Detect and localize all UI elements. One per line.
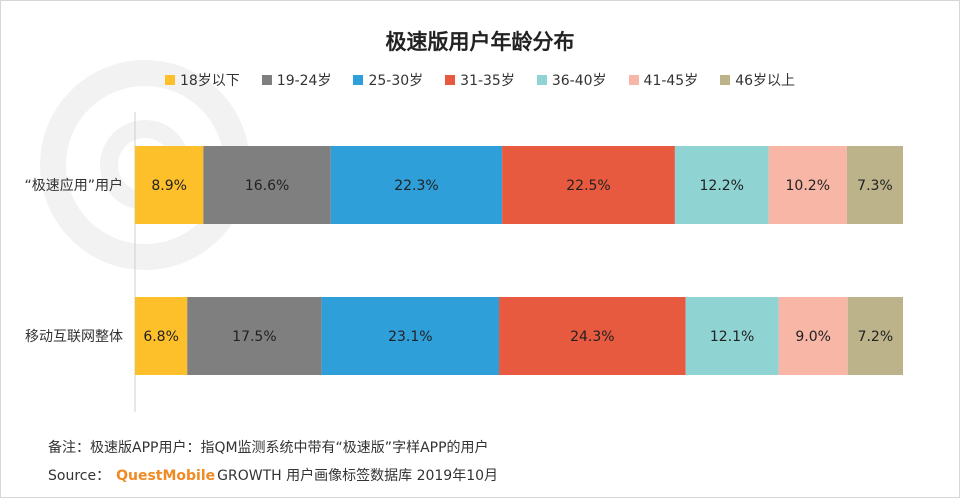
legend-swatch: [536, 75, 547, 85]
source-label: Source：: [48, 468, 111, 484]
legend-label: 18岁以下: [179, 73, 240, 89]
source-line: Source： QuestMobile GROWTH 用户画像标签数据库 201…: [48, 465, 498, 485]
data-label: 7.2%: [858, 329, 894, 345]
bar-segment: [135, 146, 204, 224]
legend-label: 46岁以上: [735, 73, 796, 89]
bar-segment: [502, 146, 675, 224]
legend-label: 36-40岁: [551, 73, 607, 89]
data-label: 9.0%: [795, 329, 831, 345]
legend-swatch: [628, 75, 639, 85]
legend-swatch: [164, 75, 175, 85]
data-label: 7.3%: [857, 178, 893, 194]
footnote: 备注：极速版APP用户：指QM监测系统中带有“极速版”字样APP的用户: [48, 440, 489, 456]
chart-title: 极速版用户年龄分布: [385, 30, 575, 54]
data-label: 17.5%: [232, 329, 276, 345]
legend-label: 25-30岁: [368, 73, 424, 89]
legend-label: 19-24岁: [276, 73, 332, 89]
legend-item: 19-24岁: [261, 70, 332, 90]
data-label: 22.3%: [394, 178, 438, 194]
bar-segment: [330, 146, 503, 224]
source-brand: QuestMobile: [116, 468, 216, 484]
bar-segment: [768, 146, 847, 224]
bar-segment: [203, 146, 331, 224]
legend-label: 41-45岁: [643, 73, 699, 89]
legend-swatch: [353, 75, 364, 85]
category-label: “极速应用”用户: [24, 177, 123, 194]
data-label: 24.3%: [570, 329, 614, 345]
legend-item: 31-35岁: [445, 70, 515, 90]
legend-item: 36-40岁: [536, 70, 607, 90]
legend-label: 31-35岁: [460, 73, 515, 89]
bar-segment: [778, 297, 848, 375]
data-label: 16.6%: [245, 178, 289, 194]
data-label: 8.9%: [151, 178, 187, 194]
data-label: 22.5%: [566, 178, 610, 194]
bar-segment: [499, 297, 686, 375]
bar-segment: [846, 146, 903, 224]
data-label: 10.2%: [786, 178, 830, 194]
data-label: 12.1%: [710, 329, 754, 345]
legend-swatch: [261, 75, 272, 85]
category-label: 移动互联网整体: [25, 329, 123, 345]
bar-segment: [674, 146, 769, 224]
chart-legend: 18岁以下 19-24岁 25-30岁 31-35岁 36-40岁 41-45岁 46岁以上: [0, 70, 960, 90]
bar-segment: [321, 297, 500, 375]
legend-item: 25-30岁: [353, 70, 423, 90]
bar-segment: [187, 297, 322, 375]
data-label: 23.1%: [388, 329, 432, 345]
legend-swatch: [720, 75, 731, 85]
bar-segment: [135, 297, 188, 375]
legend-item: 46岁以上: [720, 70, 795, 90]
legend-item: 41-45岁: [628, 70, 699, 90]
data-label: 12.2%: [700, 178, 744, 194]
source-text: GROWTH 用户画像标签数据库 2019年10月: [217, 468, 499, 484]
bar-segment: [847, 297, 903, 375]
legend-swatch: [445, 75, 456, 85]
bar-segment: [685, 297, 779, 375]
data-label: 6.8%: [143, 329, 179, 345]
legend-item: 18岁以下: [164, 70, 240, 90]
